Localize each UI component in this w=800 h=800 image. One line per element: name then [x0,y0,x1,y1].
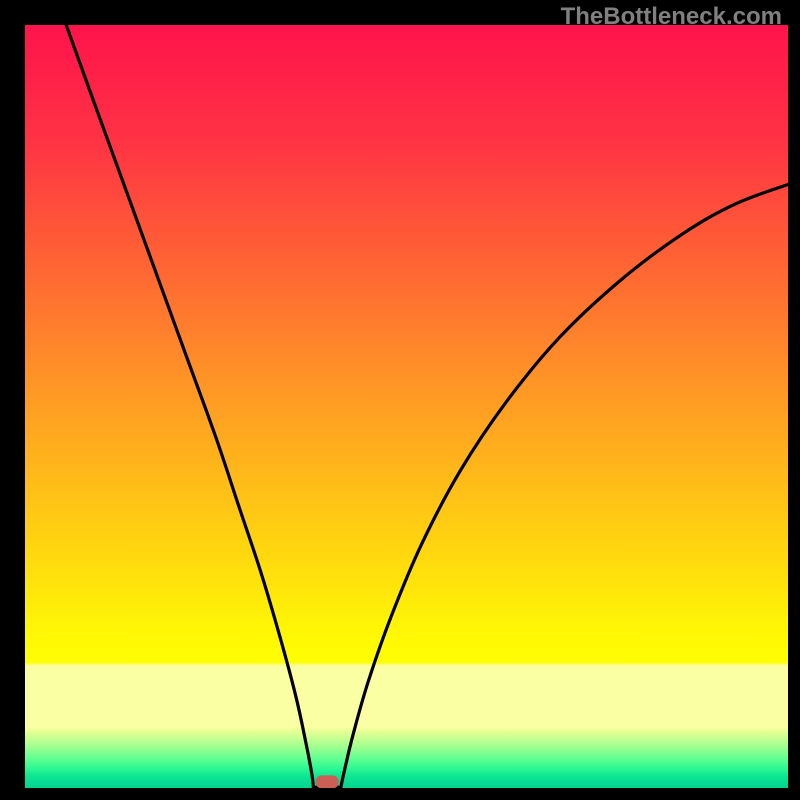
watermark-text: TheBottleneck.com [561,3,782,31]
chart-svg [25,25,788,788]
gradient-background [25,25,788,788]
bottleneck-chart [25,25,788,788]
vertex-marker [316,775,339,788]
